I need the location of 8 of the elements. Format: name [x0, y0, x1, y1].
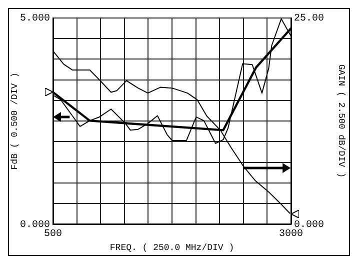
x-tick-label: 3000 [278, 228, 304, 240]
y-tick-label: 5.000 [20, 14, 50, 25]
y2-axis-title: GAIN ( 2.500 dB/DIV ) [336, 64, 346, 178]
y2-tick-label: 25.00 [294, 14, 324, 25]
y-axis-title: FdB ( 0.500 /DIV ) [10, 72, 20, 170]
y2-tick-label: 0.000 [294, 220, 324, 231]
x-tick-label: 500 [44, 228, 62, 240]
x-axis-title: FREQ. ( 250.0 MHz/DIV ) [110, 242, 234, 253]
